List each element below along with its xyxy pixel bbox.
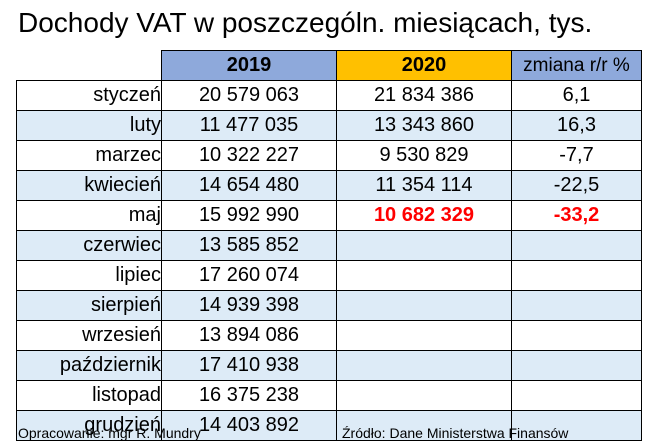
cell-2019: 17 260 074	[161, 260, 337, 291]
cell-2020: 10 682 329	[336, 200, 512, 231]
cell-2020	[336, 230, 512, 261]
cell-month: sierpień	[16, 290, 162, 321]
cell-month: czerwiec	[16, 230, 162, 261]
cell-month: styczeń	[16, 80, 162, 111]
cell-2020	[336, 380, 512, 411]
cell-change: -22,5	[511, 170, 642, 201]
cell-2019: 13 585 852	[161, 230, 337, 261]
vat-table: 2019 2020 zmiana r/r % styczeń 20 579 063…	[16, 50, 642, 441]
header-2020: 2020	[336, 50, 512, 81]
table-row: grudzień 14 403 892	[16, 410, 642, 441]
cell-2019: 13 894 086	[161, 320, 337, 351]
table-row: sierpień 14 939 398	[16, 290, 642, 321]
cell-change: 6,1	[511, 80, 642, 111]
footer-author: Opracowanie: mgr R. Mundry	[18, 425, 201, 441]
cell-2020	[336, 260, 512, 291]
table-row: maj 15 992 990 10 682 329 -33,2	[16, 200, 642, 231]
table-row: kwiecień 14 654 480 11 354 114 -22,5	[16, 170, 642, 201]
header-corner-cell	[16, 50, 162, 81]
cell-2019: 14 654 480	[161, 170, 337, 201]
cell-change	[511, 320, 642, 351]
cell-2020: 21 834 386	[336, 80, 512, 111]
table-header-row: 2019 2020 zmiana r/r %	[16, 50, 642, 81]
cell-change	[511, 290, 642, 321]
cell-2020	[336, 320, 512, 351]
cell-month: listopad	[16, 380, 162, 411]
cell-change	[511, 260, 642, 291]
table-row: marzec 10 322 227 9 530 829 -7,7	[16, 140, 642, 171]
header-2019: 2019	[161, 50, 337, 81]
cell-2020	[336, 290, 512, 321]
cell-change	[511, 380, 642, 411]
cell-2020	[336, 350, 512, 381]
table-body: styczeń 20 579 063 21 834 386 6,1 luty 11 477…	[16, 80, 642, 441]
cell-2019: 15 992 990	[161, 200, 337, 231]
cell-2019: 11 477 035	[161, 110, 337, 141]
cell-month: luty	[16, 110, 162, 141]
table-row: styczeń 20 579 063 21 834 386 6,1	[16, 80, 642, 111]
table-row: listopad 16 375 238	[16, 380, 642, 411]
cell-change: -7,7	[511, 140, 642, 171]
table-row: lipiec 17 260 074	[16, 260, 642, 291]
cell-month: wrzesień	[16, 320, 162, 351]
table-row: luty 11 477 035 13 343 860 16,3	[16, 110, 642, 141]
cell-month: grudzień	[16, 410, 162, 441]
table-row: wrzesień 13 894 086	[16, 320, 642, 351]
cell-2019: 20 579 063	[161, 80, 337, 111]
cell-change: 16,3	[511, 110, 642, 141]
cell-2019: 16 375 238	[161, 380, 337, 411]
cell-month: kwiecień	[16, 170, 162, 201]
table-row: październik 17 410 938	[16, 350, 642, 381]
cell-2020	[336, 410, 512, 441]
cell-change	[511, 230, 642, 261]
page-title: Dochody VAT w poszczególn. miesiącach, t…	[18, 7, 593, 38]
cell-month: maj	[16, 200, 162, 231]
cell-2019: 14 939 398	[161, 290, 337, 321]
cell-change	[511, 350, 642, 381]
cell-change	[511, 410, 642, 441]
cell-month: marzec	[16, 140, 162, 171]
table-row: czerwiec 13 585 852	[16, 230, 642, 261]
cell-change: -33,2	[511, 200, 642, 231]
footer-source: Źródło: Dane Ministerstwa Finansów	[342, 425, 569, 441]
cell-2019: 10 322 227	[161, 140, 337, 171]
cell-2020: 11 354 114	[336, 170, 512, 201]
cell-month: lipiec	[16, 260, 162, 291]
cell-2019: 17 410 938	[161, 350, 337, 381]
cell-2020: 13 343 860	[336, 110, 512, 141]
cell-2020: 9 530 829	[336, 140, 512, 171]
header-change-yoy: zmiana r/r %	[511, 50, 642, 81]
cell-month: październik	[16, 350, 162, 381]
